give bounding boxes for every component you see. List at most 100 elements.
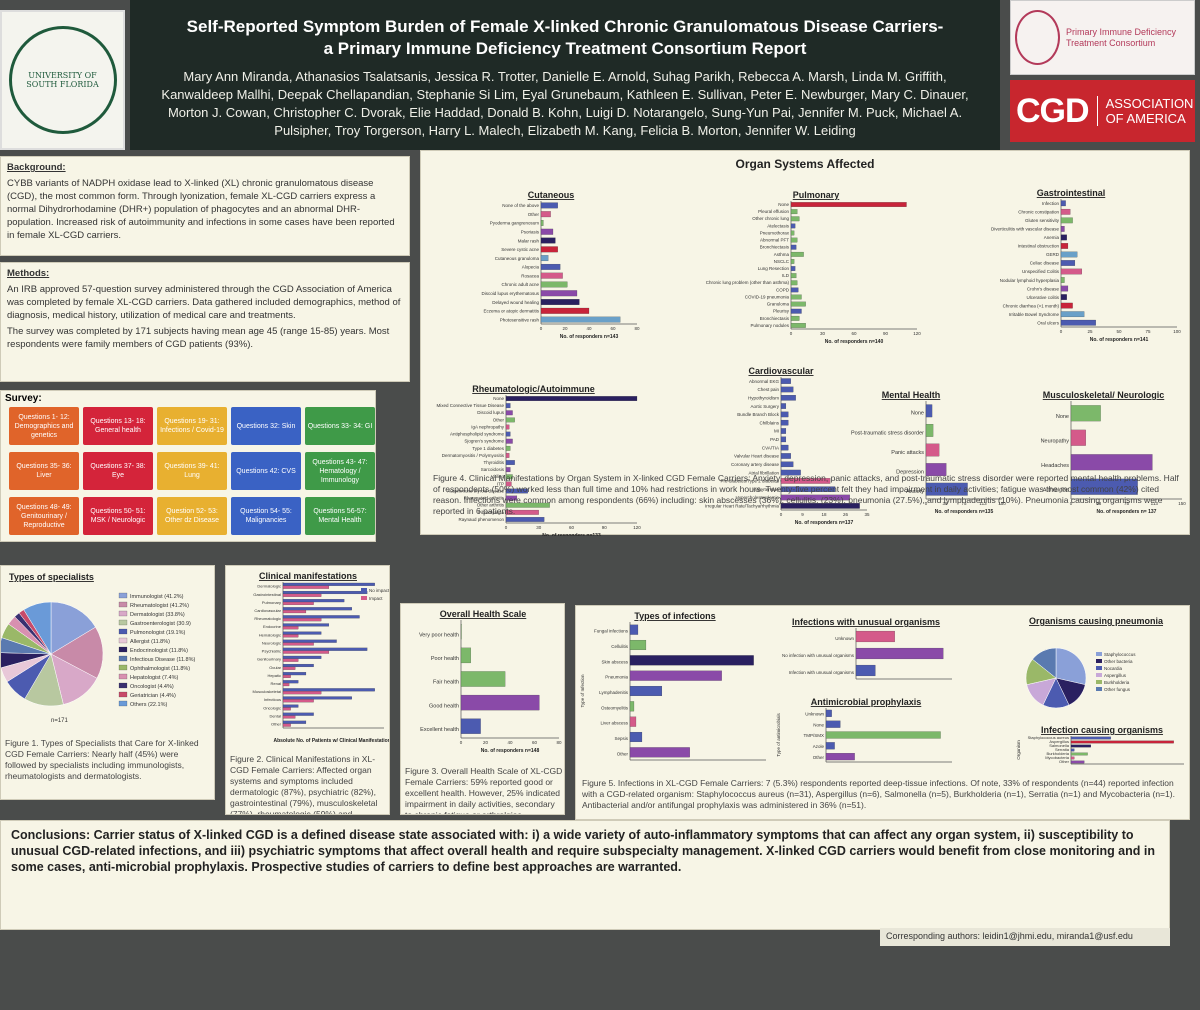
cardiovascular-bar-atrial-fibrillation	[780, 469, 801, 476]
mental-health-label-none: None	[911, 411, 924, 417]
rheumatologic-autoimmune-tick-3: 90	[602, 525, 608, 530]
clinical-manifestations-bar-impact-other	[282, 723, 291, 727]
pulmonary-label-atelectasis: Atelectasis	[767, 223, 790, 228]
specialists-slice-rheumatologist-41-2	[50, 626, 104, 679]
corresponding-authors[interactable]: Corresponding authors: leidin1@jhmi.edu,…	[880, 928, 1170, 946]
antimicrobial-prophylaxis-bar-tmp-smx	[825, 731, 941, 739]
clinical-manifestations-label-rheumatologic: Rheumatologic	[254, 616, 281, 621]
survey-tile-4: Questions 32: Skin	[231, 407, 301, 445]
gastrointestinal-bar-chronic-constipation	[1060, 208, 1071, 215]
gastrointestinal-bar-gerd	[1060, 251, 1078, 258]
pneumonia-legend-swatch-burkholderia	[1096, 680, 1102, 684]
rheumatologic-autoimmune-label-discoid-lupus: Discoid lupus	[477, 410, 505, 415]
survey-section: Survey: Questions 1- 12: Demographics an…	[0, 390, 376, 542]
infection-causing-organisms-bar-burkholderia	[1070, 752, 1088, 756]
cutaneous-tick-4: 80	[634, 326, 640, 331]
cutaneous-bar-discoid-lupus-erythematosus	[540, 290, 578, 297]
authors-list: Mary Ann Miranda, Athanasios Tsalatsanis…	[161, 69, 969, 138]
pneumonia-legend-swatch-other-bacteria	[1096, 659, 1102, 663]
mental-health-bar-depression	[925, 463, 947, 476]
mental-health-tick-2: 75	[961, 501, 967, 506]
rheumatologic-autoimmune-bar-other-arthritis	[505, 502, 550, 508]
overall-health-scale-label-good-health: Good health	[429, 703, 459, 709]
cutaneous-bar-alopecia	[540, 263, 561, 270]
pidtc-line-2: Treatment Consortium	[1066, 37, 1156, 48]
rheumatologic-autoimmune-label-antiphospholipid-syndrome: Antiphospholipid syndrome	[450, 432, 505, 437]
specialists-slice-endocrinologist-11-8	[1, 652, 52, 669]
clinical-manifestations-bar-impact-musculoskeletal	[282, 691, 322, 695]
cutaneous-title: Cutaneous	[528, 190, 575, 200]
cutaneous-tick-0: 0	[540, 326, 543, 331]
cardiovascular-label-chilblains: Chilblains	[759, 420, 779, 425]
antimicrobial-prophylaxis-bar-azole	[825, 742, 835, 750]
pulmonary-bar-pleurisy	[790, 308, 802, 314]
clinical-manifestations-label-renal: Renal	[271, 681, 282, 686]
clinical-manifestations-label-dental: Dental	[269, 713, 281, 718]
types-of-infections-label-cellulitis: Cellulitis	[611, 644, 629, 649]
pulmonary-bar-none	[790, 202, 907, 207]
rheumatologic-autoimmune-tick-0: 0	[505, 525, 508, 530]
gastrointestinal-bar-irritable-bowel-syndrome	[1060, 311, 1085, 318]
pneumonia-legend-staphylococcus: Staphylococcus	[1104, 652, 1136, 657]
specialists-legend-oncologist-4-4: Oncologist (4.4%)	[130, 684, 174, 690]
pneumonia-legend-swatch-staphylococcus	[1096, 652, 1102, 656]
cardiovascular-bar-aortic-surgery	[780, 403, 787, 409]
cutaneous-tick-3: 60	[610, 326, 616, 331]
rheumatologic-autoimmune-label-raynaud-phenomenon: Raynaud phenomenon	[458, 517, 504, 522]
cardiovascular-xlabel: No. of responders n=137	[795, 520, 854, 526]
specialists-legend-swatch-geriatrician-4-4	[118, 691, 128, 698]
overall-health-scale-label-excellent-health: Excellent health	[420, 727, 459, 733]
gastrointestinal-bar-chronic-diarrhea-1-month	[1060, 302, 1073, 309]
clinical-manifestations-bar-impact-oncologic	[282, 707, 291, 711]
specialists-legend-others-22-1: Others (22.1%)	[130, 702, 167, 708]
infections-with-unusual-organisms-bar-no-infection-with-unusual-organisms	[855, 647, 944, 660]
mental-health-bar-anxiety	[925, 482, 968, 496]
pulmonary-title: Pulmonary	[793, 190, 840, 200]
cutaneous-tick-1: 20	[562, 326, 568, 331]
pneumonia-legend-aspergillus: Aspergillus	[1104, 673, 1127, 678]
pulmonary-bar-asthma	[790, 251, 804, 257]
specialists-legend-immunologist-41-2: Immunologist (41.2%)	[130, 594, 184, 600]
mental-health-tick-3: 113	[979, 501, 987, 506]
cardiovascular-bar-bundle-branch-block	[780, 411, 789, 418]
pneumonia-legend-burkholderia: Burkholderia	[1104, 680, 1130, 685]
cutaneous-tick-2: 40	[586, 326, 592, 331]
rheumatologic-autoimmune-xlabel: No. of responders n=133	[542, 533, 601, 536]
pulmonary-tick-0: 0	[790, 331, 793, 336]
gastrointestinal-label-gerd: GERD	[1046, 252, 1060, 257]
cardiovascular-title: Cardiovascular	[748, 366, 814, 376]
infection-causing-organisms-label-staphylococcus-aureus: Staphylococcus aureus	[1028, 735, 1069, 740]
cardiovascular-bar-hypercholesterolemia	[780, 494, 850, 501]
mental-health-title: Mental Health	[882, 390, 941, 400]
survey-tile-8: Questions 39- 41: Lung	[157, 452, 227, 490]
pneumonia-legend-swatch-nocardia	[1096, 666, 1102, 670]
clinical-manifestations-bar-impact-dermatologic	[282, 585, 330, 589]
mental-health-tick-0: 0	[925, 501, 928, 506]
specialists-n: n=171	[51, 718, 69, 724]
infection-causing-organisms-bar-staphylococcus-aureus	[1070, 736, 1111, 740]
musculoskeletal-neurologic-bar-none	[1070, 405, 1101, 422]
cutaneous-bar-delayed-wound-healing	[540, 299, 580, 305]
musculoskeletal-neurologic-tick-1: 38	[1096, 501, 1102, 506]
cardiovascular-bar-chilblains	[780, 419, 789, 426]
cardiovascular-bar-pre-diabetes-type-2-diabetes	[780, 478, 831, 484]
cardiovascular-bar-hypothyroidism	[780, 395, 796, 401]
mental-health-label-post-traumatic-stress-disorder: Post-traumatic stress disorder	[851, 430, 924, 436]
overall-health-scale-label-fair-health: Fair health	[433, 680, 459, 686]
types-of-infections-bar-lymphadenitis	[629, 685, 663, 697]
types-of-infections-label-sepsis: Sepsis	[614, 736, 628, 741]
clinical-manifestations-bar-no-impact-genitourinary	[282, 655, 322, 659]
mental-health-label-panic-attacks: Panic attacks	[891, 450, 924, 456]
cardiovascular-bar-mi	[780, 428, 787, 434]
rheumatologic-autoimmune-label-none: None	[493, 396, 504, 401]
survey-tile-6: Questions 35- 36: Liver	[9, 452, 79, 490]
infection-causing-organisms-ylabel: Organism	[1016, 740, 1021, 760]
types-of-infections-bar-liver-abscess	[629, 716, 637, 727]
cardiovascular-label-pre-diabetes-type-2-diabetes: Pre-diabetes/Type 2 diabetes	[720, 479, 779, 484]
clinical-manifestations-label-infectious: Infectious	[264, 697, 281, 702]
mental-health-label-depression: Depression	[896, 470, 924, 476]
rheumatologic-autoimmune-bar-type-1-diabetes	[505, 445, 511, 451]
clinical-manifestations-bar-no-impact-endocrine	[282, 623, 330, 627]
specialists-legend-endocrinologist-11-8: Endocrinologist (11.8%)	[130, 648, 188, 654]
cutaneous-label-discoid-lupus-erythematosus: Discoid lupus erythematosus	[481, 291, 539, 296]
